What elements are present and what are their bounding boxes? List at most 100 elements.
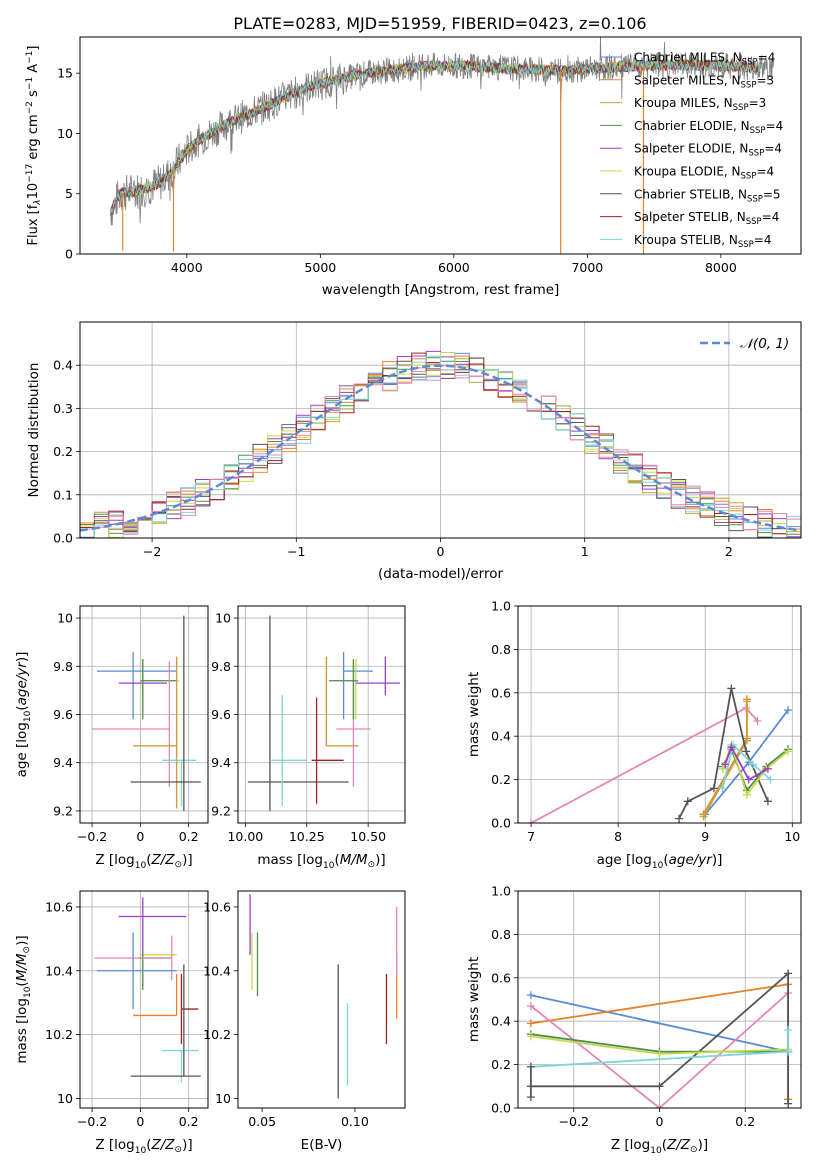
y-tick-label: 9.8 — [211, 659, 231, 674]
errorbar-point — [96, 651, 177, 720]
y-tick-label: 0.8 — [491, 642, 511, 657]
y-tick-label: 10.2 — [45, 1027, 73, 1042]
series-salpeter_miles — [699, 695, 752, 819]
series-marker — [655, 1049, 664, 1058]
legend-label: Chabrier ELODIE, NSSP=4 — [634, 119, 783, 136]
x-tick-label: −0.2 — [559, 1114, 589, 1129]
x-tick-label: 5000 — [304, 260, 336, 275]
y-tick-label: 9.2 — [211, 803, 231, 818]
y-tick-label: 10.4 — [203, 963, 231, 978]
legend-label: Chabrier MILES, NSSP=4 — [634, 51, 775, 68]
y-tick-label: 0.0 — [491, 816, 511, 831]
plot-area — [80, 891, 208, 1108]
y-tick-label: 0.6 — [491, 970, 511, 985]
y-tick-label: 10.2 — [203, 1027, 231, 1042]
errorbar-point — [130, 964, 201, 1077]
x-tick-label: 10.25 — [289, 829, 325, 844]
series-marker — [727, 684, 736, 693]
y-tick-label: 1.0 — [491, 884, 511, 899]
series-marker — [749, 760, 758, 769]
y-tick-label: 9.4 — [211, 755, 231, 770]
y-tick-label: 9.6 — [53, 707, 73, 722]
series-line — [724, 744, 769, 781]
panel-mass_age: 10.00 10.25 10.50 9.2 9.4 9.6 9.8 10 mass [log10… — [211, 605, 406, 871]
errorbar-point — [140, 659, 180, 720]
plot-area — [238, 606, 405, 823]
x-tick-label: 8000 — [705, 260, 737, 275]
series-marker — [699, 812, 708, 821]
errorbar-point — [162, 759, 196, 807]
legend-label: Chabrier STELIB, NSSP=5 — [634, 187, 781, 204]
y-tick-label: 9.8 — [53, 659, 73, 674]
series-marker — [784, 1099, 793, 1108]
x-tick-label: 10.50 — [350, 829, 386, 844]
series-marker — [784, 969, 793, 978]
axes-frame — [237, 890, 406, 1109]
series-marker — [718, 764, 727, 773]
legend-label: Salpeter MILES, NSSP=3 — [634, 73, 774, 90]
x-tick-label: 0 — [136, 1114, 144, 1129]
y-axis-label: Normed distribution — [26, 363, 42, 498]
y-axis-label: Flux [fλ10−17 erg cm−2 s−1 A−1] — [25, 46, 43, 246]
axis-label: Z [log10(Z/Z⊙)] — [611, 1137, 708, 1156]
errorbar-point — [162, 1049, 199, 1083]
y-tick-label: 10.6 — [203, 899, 231, 914]
y-tick-label: 0.6 — [491, 685, 511, 700]
y-tick-label: 15 — [57, 66, 73, 81]
y-tick-label: 0.0 — [53, 531, 73, 546]
series-marker — [655, 1104, 664, 1108]
x-tick-label: 0.2 — [179, 829, 199, 844]
errorbar-point — [247, 615, 349, 811]
model-line-kroupa_stelib — [110, 59, 761, 214]
x-tick-label: 8 — [614, 829, 622, 844]
axis-label: age [log10(age/yr)] — [597, 852, 723, 871]
x-tick-label: −0.2 — [77, 829, 107, 844]
series-marker — [743, 697, 752, 706]
errorbar-point — [133, 656, 178, 809]
axis-label: age [log10(age/yr)] — [14, 652, 33, 778]
series-line — [530, 994, 789, 1053]
series-marker — [784, 1025, 793, 1034]
series-marker — [683, 797, 692, 806]
panel-residuals: −2 −1 0 1 2 0.0 0.1 0.2 0.3 0.4 (data-model)/error… — [26, 321, 802, 582]
axes-frame — [79, 36, 802, 255]
y-tick-label: 0.3 — [53, 401, 73, 416]
legend-label: Kroupa STELIB, NSSP=4 — [634, 233, 772, 250]
legend-label: 𝒩(0, 1) — [740, 336, 789, 352]
y-axis-label: mass weight — [466, 672, 482, 757]
y-tick-label: 0.8 — [491, 927, 511, 942]
panel-ebv_mass: 0.05 0.10 10 10.2 10.4 10.6 E(B-V) — [203, 890, 406, 1153]
plot-area — [80, 322, 801, 538]
series-kroupa_miles — [699, 697, 752, 821]
series-marker — [526, 1093, 535, 1102]
series-marker — [763, 797, 772, 806]
axes-frame — [237, 605, 406, 824]
errorbar-point — [355, 656, 401, 696]
series-marker — [526, 1032, 535, 1041]
normal-curve — [80, 364, 799, 532]
series-marker — [784, 1047, 793, 1056]
axis-label: Z [log10(Z/Z⊙)] — [95, 1137, 192, 1156]
y-tick-label: 5 — [65, 186, 73, 201]
x-tick-label: −1 — [287, 544, 305, 559]
y-tick-label: 0.4 — [491, 1014, 511, 1029]
errorbar-point — [118, 897, 187, 955]
x-tick-label: 0.05 — [248, 1114, 276, 1129]
errorbar-point — [133, 973, 178, 1017]
plot-area — [518, 606, 801, 823]
x-tick-label: 0 — [437, 544, 445, 559]
plot-area — [518, 891, 801, 1108]
legend-label: Kroupa ELODIE, NSSP=4 — [634, 165, 774, 182]
y-tick-label: 0.2 — [53, 444, 73, 459]
legend-label: Salpeter STELIB, NSSP=4 — [634, 210, 779, 227]
y-tick-label: 10.6 — [45, 899, 73, 914]
errorbar-point — [130, 615, 201, 811]
x-tick-label: 10 — [784, 829, 800, 844]
data-spectrum-line — [110, 37, 775, 226]
x-tick-label: −2 — [143, 544, 161, 559]
series-marker — [527, 819, 536, 823]
axis-label: Z [log10(Z/Z⊙)] — [95, 852, 192, 871]
series-line — [702, 699, 748, 815]
x-tick-label: 0 — [136, 829, 144, 844]
